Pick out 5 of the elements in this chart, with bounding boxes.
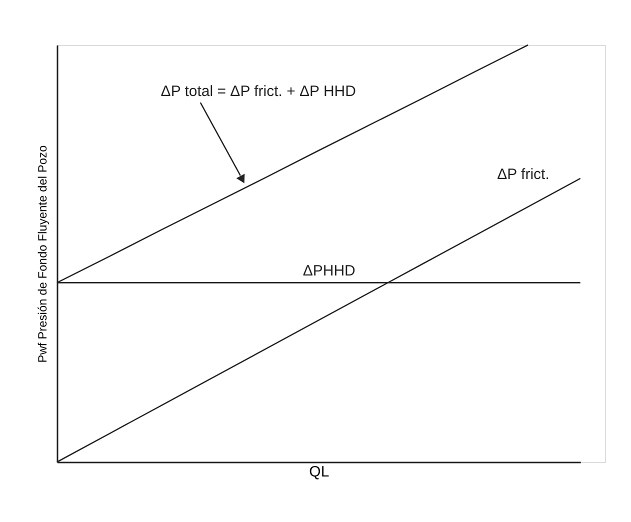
y-axis-title: Pwf Presión de Fondo Fluyente del Pozo: [36, 144, 50, 363]
series-label: ΔP total = ΔP frict. + ΔP HHD: [160, 82, 356, 100]
series-label: ΔP frict.: [497, 166, 550, 183]
series-label: ΔPHHD: [302, 262, 356, 280]
x-axis-title: QL: [309, 464, 330, 480]
